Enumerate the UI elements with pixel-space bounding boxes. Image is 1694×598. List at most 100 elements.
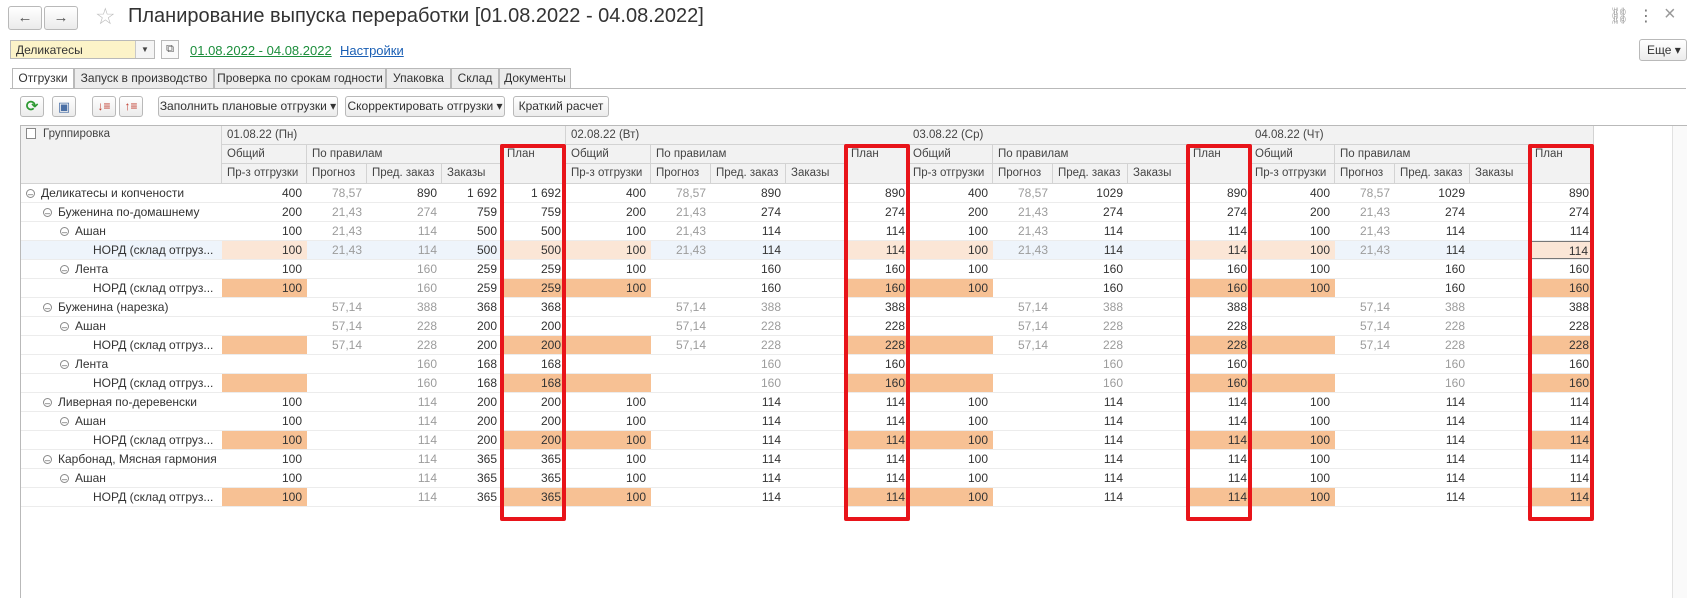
plan-cell[interactable]: 890 — [1568, 186, 1589, 200]
collapse-toggle-icon[interactable]: – — [60, 227, 69, 237]
plan-cell[interactable]: 114 — [1569, 471, 1589, 485]
plan-cell[interactable]: 200 — [540, 395, 561, 409]
fill-planned-shipments-button[interactable]: Заполнить плановые отгрузки ▾ — [158, 96, 338, 117]
collapse-toggle-icon[interactable]: – — [43, 455, 52, 465]
collapse-toggle-icon[interactable]: – — [60, 265, 69, 275]
plan-cell[interactable]: 114 — [885, 224, 905, 238]
plan-cell[interactable]: 160 — [1226, 357, 1247, 371]
adjust-shipments-button[interactable]: Скорректировать отгрузки ▾ — [345, 96, 505, 117]
collapse-toggle-icon[interactable]: – — [60, 417, 69, 427]
plan-cell[interactable]: 274 — [1568, 205, 1589, 219]
favorite-star-icon[interactable]: ☆ — [95, 3, 116, 29]
plan-cell[interactable]: 114 — [885, 395, 905, 409]
plan-cell[interactable]: 160 — [1226, 262, 1247, 276]
plan-cell[interactable]: 228 — [1530, 336, 1594, 354]
table-row[interactable]: – Буженина по-домашнему 200 21,43 274 759 759 2… — [21, 203, 1593, 222]
plan-cell[interactable]: 890 — [884, 186, 905, 200]
plan-cell[interactable]: 160 — [1568, 357, 1589, 371]
plan-cell[interactable]: 200 — [502, 431, 566, 449]
more-menu-icon[interactable]: ⋮ — [1638, 8, 1654, 25]
refresh-button[interactable]: ⟳ — [20, 96, 44, 117]
link-icon[interactable]: ⛓ — [1609, 8, 1630, 25]
grouping-header[interactable] — [21, 126, 222, 184]
tab-6[interactable]: Документы — [499, 68, 571, 88]
table-row[interactable]: – Ашан 57,14 228 200 200 57,14 228 228 57,14 228 22… — [21, 317, 1593, 336]
plan-cell[interactable]: 160 — [846, 374, 910, 392]
plan-cell[interactable]: 114 — [1227, 395, 1247, 409]
plan-cell[interactable]: 228 — [1568, 319, 1589, 333]
plan-cell[interactable]: 365 — [540, 471, 561, 485]
table-row[interactable]: – Деликатесы и копчености 400 78,57 890 1 692… — [21, 184, 1593, 203]
plan-cell[interactable]: 365 — [540, 452, 561, 466]
plan-cell[interactable]: 160 — [1188, 279, 1252, 297]
group-select[interactable]: Деликатесы ▼ — [10, 40, 155, 59]
plan-cell[interactable]: 114 — [885, 414, 905, 428]
plan-cell[interactable]: 500 — [502, 241, 566, 259]
plan-cell[interactable]: 200 — [540, 319, 561, 333]
plan-cell[interactable]: 114 — [885, 452, 905, 466]
plan-cell[interactable]: 114 — [1569, 452, 1589, 466]
table-row[interactable]: НОРД (склад отгруз... 57,14 228 200 200 57,14… — [21, 336, 1594, 355]
plan-cell[interactable]: 114 — [846, 488, 910, 506]
tab-2[interactable]: Запуск в производство — [74, 68, 214, 88]
plan-cell[interactable]: 114 — [1530, 488, 1594, 506]
table-row[interactable]: – Карбонад, Мясная гармония 100 114 365 365 10… — [21, 450, 1593, 469]
plan-cell[interactable]: 114 — [1188, 488, 1252, 506]
plan-cell[interactable]: 114 — [1227, 414, 1247, 428]
plan-cell[interactable]: 388 — [1226, 300, 1247, 314]
collapse-toggle-icon[interactable]: – — [26, 189, 35, 199]
collapse-toggle-icon[interactable]: – — [43, 303, 52, 313]
plan-cell[interactable]: 759 — [540, 205, 561, 219]
plan-cell[interactable]: 168 — [502, 374, 566, 392]
save-button[interactable]: ▣ — [52, 96, 76, 117]
plan-cell[interactable]: 114 — [1227, 471, 1247, 485]
short-calc-button[interactable]: Краткий расчет — [513, 96, 609, 117]
close-icon[interactable]: × — [1664, 3, 1676, 25]
plan-cell[interactable]: 388 — [1568, 300, 1589, 314]
open-icon[interactable]: ⧉ — [161, 40, 179, 59]
tab-3[interactable]: Проверка по срокам годности — [214, 68, 386, 88]
tab-1[interactable]: Отгрузки — [12, 68, 74, 89]
plan-cell[interactable]: 228 — [1226, 319, 1247, 333]
plan-cell[interactable]: 200 — [540, 414, 561, 428]
plan-cell[interactable]: 228 — [846, 336, 910, 354]
plan-cell[interactable]: 160 — [846, 279, 910, 297]
plan-cell[interactable]: 274 — [884, 205, 905, 219]
table-row[interactable]: НОРД (склад отгруз... 100 21,43 114 500 500 10… — [21, 241, 1594, 260]
plan-cell[interactable]: 168 — [540, 357, 561, 371]
plan-cell[interactable]: 160 — [1568, 262, 1589, 276]
plan-cell[interactable]: 160 — [884, 262, 905, 276]
plan-cell[interactable]: 160 — [1530, 279, 1594, 297]
table-row[interactable]: НОРД (склад отгруз... 100 114 365 365 100 114 1… — [21, 488, 1594, 507]
table-row[interactable]: НОРД (склад отгруз... 160 168 168 160 160 160 1… — [21, 374, 1594, 393]
collapse-toggle-icon[interactable]: – — [60, 360, 69, 370]
plan-cell[interactable]: 259 — [540, 262, 561, 276]
table-row[interactable]: – Ашан 100 114 200 200 100 114 114 100 114 114 100 11… — [21, 412, 1593, 431]
table-row[interactable]: – Буженина (нарезка) 57,14 388 368 368 57,14 38… — [21, 298, 1593, 317]
plan-cell[interactable]: 114 — [1569, 414, 1589, 428]
plan-cell[interactable]: 114 — [1569, 224, 1589, 238]
table-row[interactable]: – Ливерная по-деревенски 100 114 200 200 100 11… — [21, 393, 1593, 412]
plan-cell[interactable]: 114 — [1530, 431, 1594, 449]
plan-cell[interactable]: 368 — [540, 300, 561, 314]
plan-cell[interactable]: 114 — [885, 471, 905, 485]
vertical-scrollbar[interactable] — [1672, 126, 1687, 598]
plan-cell[interactable]: 114 — [1188, 431, 1252, 449]
plan-cell[interactable]: 274 — [1226, 205, 1247, 219]
plan-cell[interactable]: 1 692 — [530, 186, 561, 200]
plan-cell[interactable]: 114 — [1227, 452, 1247, 466]
tab-4[interactable]: Упаковка — [386, 68, 451, 88]
period-link[interactable]: 01.08.2022 - 04.08.2022 — [190, 43, 332, 58]
sort-ascending-button[interactable]: ↓≡ — [92, 96, 116, 117]
table-row[interactable]: НОРД (склад отгруз... 100 114 200 200 100 114 1… — [21, 431, 1594, 450]
collapse-toggle-icon[interactable]: – — [60, 474, 69, 484]
data-grid[interactable]: Группировка 01.08.22 (Пн) Общий По правилам… — [20, 125, 1687, 598]
plan-cell[interactable]: 160 — [1530, 374, 1594, 392]
plan-cell[interactable]: 388 — [884, 300, 905, 314]
plan-cell[interactable]: 114 — [1569, 395, 1589, 409]
plan-cell[interactable]: 114 — [1188, 241, 1252, 259]
plan-cell[interactable]: 259 — [502, 279, 566, 297]
plan-cell[interactable]: 228 — [1188, 336, 1252, 354]
back-button[interactable]: ← — [8, 6, 42, 30]
tab-5[interactable]: Склад — [451, 68, 499, 88]
